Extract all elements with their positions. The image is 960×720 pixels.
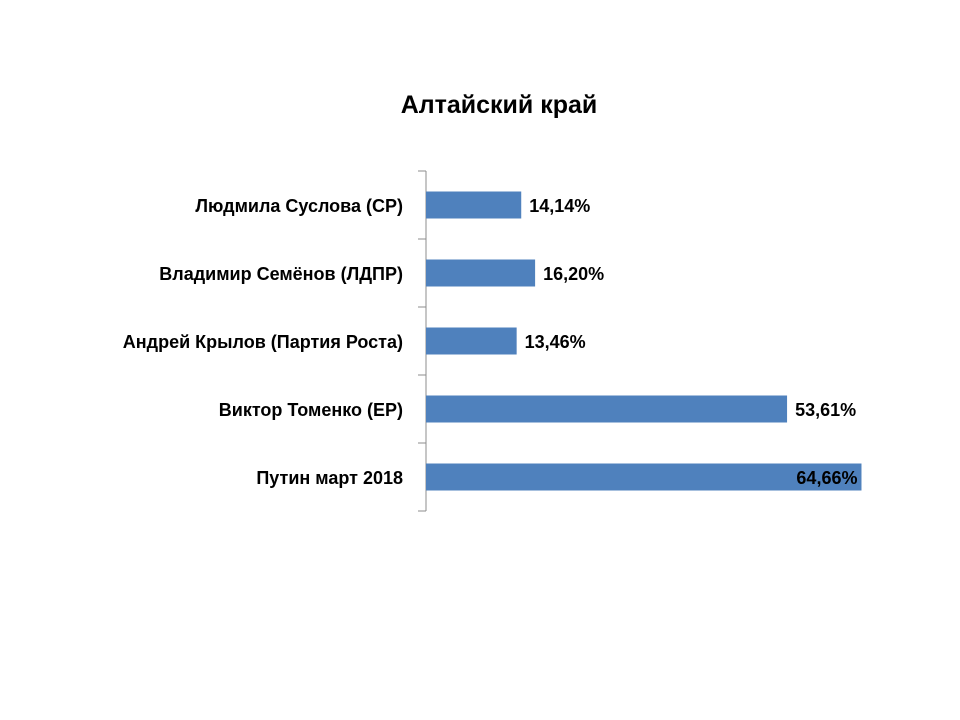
bar xyxy=(426,463,862,491)
bars xyxy=(426,191,862,491)
value-label: 53,61% xyxy=(795,400,856,420)
value-label: 14,14% xyxy=(529,196,590,216)
category-label: Путин март 2018 xyxy=(256,468,403,488)
bar xyxy=(426,191,522,219)
value-label: 16,20% xyxy=(543,264,604,284)
bar xyxy=(426,395,788,423)
chart-title: Алтайский край xyxy=(401,91,598,119)
bar xyxy=(426,327,517,355)
category-label: Людмила Суслова (СР) xyxy=(195,196,403,216)
category-label: Андрей Крылов (Партия Роста) xyxy=(123,332,403,352)
bar xyxy=(426,259,536,287)
category-label: Владимир Семёнов (ЛДПР) xyxy=(159,264,403,284)
category-axis xyxy=(418,170,427,512)
value-labels: 14,14% 16,20% 13,46% 53,61% 64,66% xyxy=(525,196,858,488)
value-label: 64,66% xyxy=(796,468,857,488)
category-labels: Людмила Суслова (СР) Владимир Семёнов (ЛД… xyxy=(123,196,403,488)
category-label: Виктор Томенко (ЕР) xyxy=(219,400,403,420)
value-label: 13,46% xyxy=(525,332,586,352)
